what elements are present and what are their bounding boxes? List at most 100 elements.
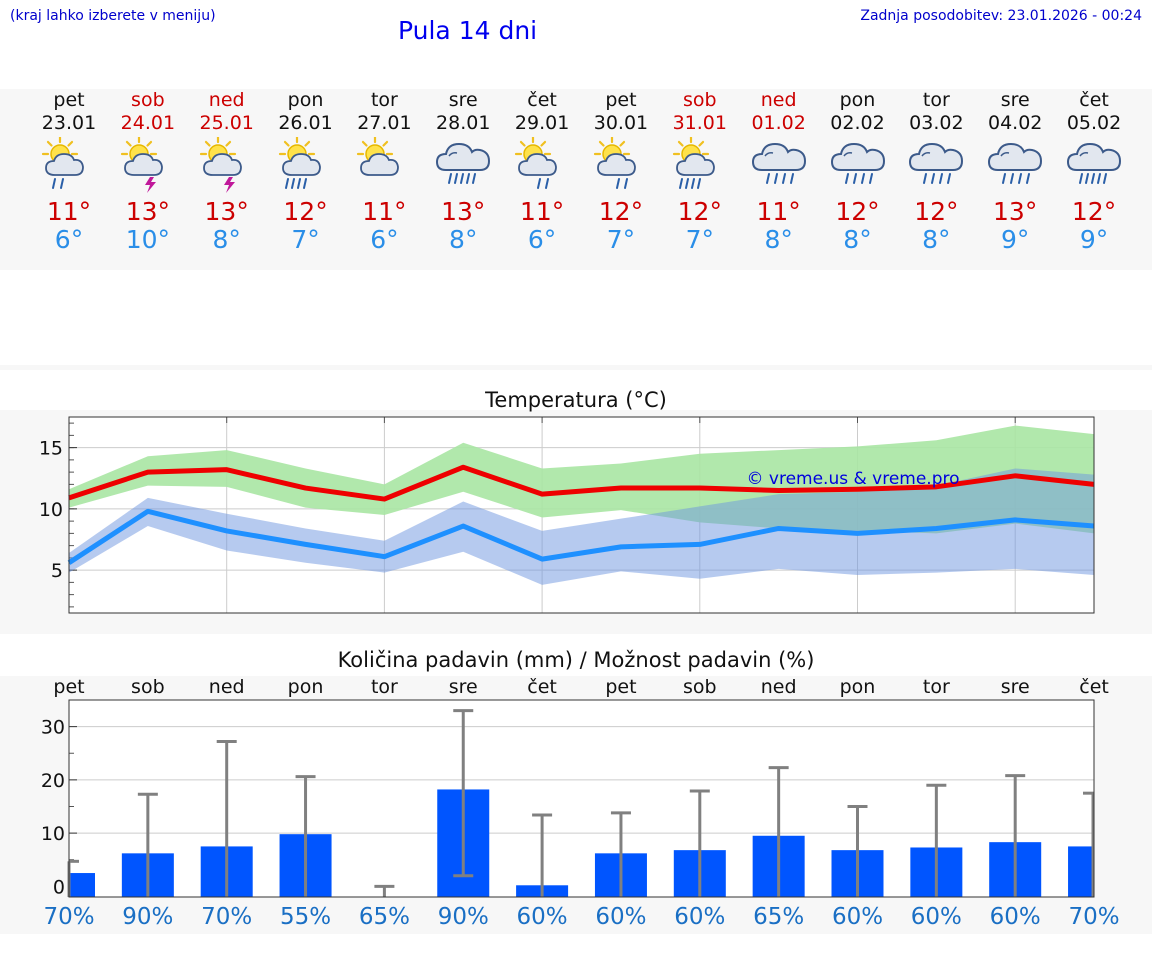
day-min-temp: 8° [449,225,478,254]
precip-probability: 65% [358,904,410,930]
day-min-temp: 6° [54,225,84,254]
day-max-temp: 12° [1071,197,1117,226]
forecast-strip [0,89,1152,270]
day-date: 05.02 [1066,112,1122,134]
precip-day-label: ned [208,676,245,698]
page-title: Pula 14 dni [398,16,538,45]
partly-sunny-light-rain-icon [581,135,661,197]
day-date: 28.01 [436,112,491,134]
precip-day-label: pet [605,676,637,698]
precip-day-label: pon [287,676,324,698]
precip-probability: 70% [1068,904,1120,930]
precip-day-label: pon [839,676,876,698]
precip-probability: 60% [674,904,726,930]
precip-probability: 70% [43,904,95,930]
day-name: čet [1079,89,1109,111]
day-name: pon [287,89,324,111]
partly-sunny-thunderstorm-icon [187,135,267,197]
precip-day-label: sob [683,676,717,698]
day-date: 30.01 [593,112,649,134]
day-max-temp: 12° [914,197,959,226]
cloud-rain-icon [975,137,1055,197]
day-date: 01.02 [751,112,806,134]
day-date: 27.01 [357,112,412,134]
day-name: sre [1000,89,1030,111]
precipitation-chart-band [0,676,1152,934]
day-min-temp: 9° [1079,225,1109,254]
precip-probability: 60% [910,904,962,930]
day-min-temp: 6° [370,225,399,254]
precip-probability: 60% [831,904,884,930]
day-max-temp: 12° [598,197,644,226]
day-date: 24.01 [120,112,176,134]
precip-probability: 90% [122,904,174,930]
precipitation-chart-title: Količina padavin (mm) / Možnost padavin … [337,648,815,672]
precip-day-label: sob [131,676,165,698]
day-min-temp: 9° [1000,225,1030,254]
day-max-temp: 13° [125,197,170,226]
day-date: 31.01 [672,112,727,134]
day-min-temp: 7° [606,225,636,254]
precip-probability: 60% [989,904,1041,930]
precip-day-label: tor [922,676,950,698]
day-max-temp: 11° [46,197,92,226]
cloud-rain-icon [818,137,898,197]
day-name: sob [131,89,165,111]
day-date: 02.02 [830,112,885,134]
day-name: pon [839,89,876,111]
day-min-temp: 7° [685,225,714,254]
precip-probability: 55% [279,904,332,930]
precip-probability: 65% [753,904,805,930]
partly-sunny-heavy-rain-icon [266,135,346,197]
day-max-temp: 13° [993,197,1038,226]
day-name: ned [760,89,797,111]
precip-day-label: čet [527,676,557,698]
last-updated: Zadnja posodobitev: 23.01.2026 - 00:24 [860,8,1142,24]
day-max-temp: 11° [519,197,565,226]
precip-probability: 70% [201,904,253,930]
day-name: pet [605,89,637,111]
day-name: ned [208,89,245,111]
cloud-heavy-rain-icon [423,137,503,197]
day-date: 26.01 [278,112,333,134]
day-max-temp: 13° [204,197,249,226]
precip-probability: 60% [595,904,647,930]
day-min-temp: 8° [212,225,241,254]
precip-probability: 60% [516,904,568,930]
day-min-temp: 8° [764,225,793,254]
cloud-heavy-rain-icon [1054,137,1134,197]
precip-day-label: pet [53,676,85,698]
day-min-temp: 8° [922,225,951,254]
precip-day-label: sre [448,676,478,698]
partly-cloudy-icon [344,135,424,197]
precip-day-label: sre [1000,676,1030,698]
divider [0,365,1152,370]
partly-sunny-light-rain-icon [502,135,582,197]
day-max-temp: 12° [283,197,328,226]
precip-probability: 90% [437,904,489,930]
partly-sunny-thunderstorm-icon [108,135,188,197]
partly-sunny-rain-icon [29,135,109,197]
day-name: sob [683,89,717,111]
precip-day-label: ned [760,676,797,698]
day-name: pet [53,89,85,111]
temperature-chart-title: Temperatura (°C) [485,388,667,412]
day-date: 03.02 [909,112,964,134]
precip-day-label: čet [1079,676,1109,698]
day-max-temp: 13° [441,197,486,226]
day-date: 04.02 [987,112,1043,134]
day-date: 29.01 [514,112,570,134]
day-date: 23.01 [41,112,97,134]
cloud-rain-icon [739,137,819,197]
cloud-rain-icon [896,137,976,197]
day-name: tor [922,89,950,111]
day-name: tor [370,89,398,111]
day-date: 25.01 [199,112,254,134]
partly-sunny-heavy-rain-icon [660,135,740,197]
day-min-temp: 8° [843,225,872,254]
day-max-temp: 11° [756,197,801,226]
day-max-temp: 11° [362,197,407,226]
location-hint: (kraj lahko izberete v meniju) [10,8,216,24]
day-min-temp: 10° [125,225,170,254]
precip-day-label: tor [370,676,398,698]
